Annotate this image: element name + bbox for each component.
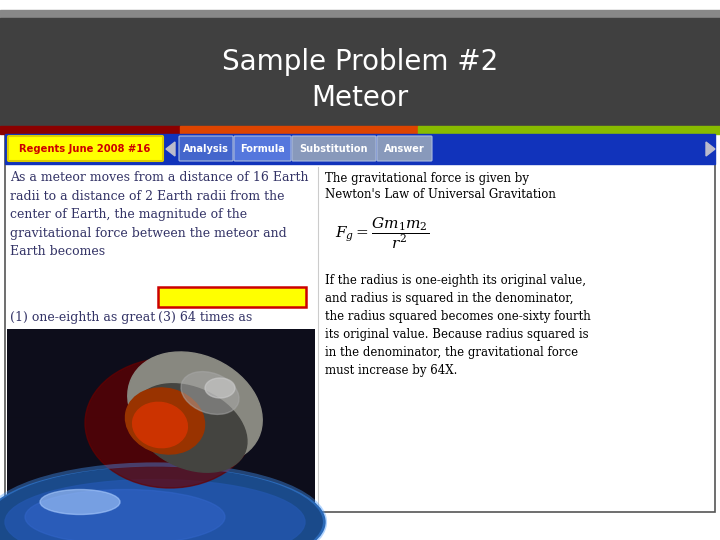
Text: Answer: Answer	[384, 144, 425, 154]
Bar	[7, 462, 315, 484]
Ellipse shape	[127, 352, 262, 464]
Text: Sample Problem #2: Sample Problem #2	[222, 48, 498, 76]
Bar	[7, 395, 315, 417]
Text: As a meteor moves from a distance of 16 Earth
radii to a distance of 2 Earth rad: As a meteor moves from a distance of 16 …	[10, 171, 308, 258]
Text: (1) one-eighth as great: (1) one-eighth as great	[10, 311, 156, 324]
Bar	[0, 18, 720, 126]
FancyBboxPatch shape	[8, 136, 163, 161]
Text: (3) 64 times as: (3) 64 times as	[158, 311, 252, 324]
FancyBboxPatch shape	[234, 136, 291, 161]
Ellipse shape	[205, 378, 235, 398]
Ellipse shape	[40, 489, 120, 515]
Bar	[180, 126, 418, 134]
FancyBboxPatch shape	[377, 136, 432, 161]
Text: The gravitational force is given by: The gravitational force is given by	[325, 172, 529, 185]
Ellipse shape	[133, 384, 247, 472]
Bar	[5, 134, 715, 512]
Ellipse shape	[132, 402, 187, 448]
Ellipse shape	[25, 489, 225, 540]
FancyBboxPatch shape	[292, 136, 376, 161]
Bar	[7, 484, 315, 506]
Bar	[7, 329, 315, 351]
Bar	[7, 440, 315, 462]
Text: $F_g = \dfrac{Gm_1m_2}{r^2}$: $F_g = \dfrac{Gm_1m_2}{r^2}$	[335, 216, 429, 252]
Ellipse shape	[5, 480, 305, 540]
Bar	[7, 418, 315, 440]
Bar	[0, 10, 720, 18]
Ellipse shape	[85, 358, 255, 488]
Bar	[0, 126, 180, 134]
Bar	[7, 329, 315, 507]
Bar	[7, 373, 315, 395]
Ellipse shape	[125, 388, 204, 454]
Polygon shape	[166, 142, 175, 156]
Text: Meteor: Meteor	[311, 84, 409, 112]
Text: Formula: Formula	[240, 144, 285, 154]
Text: Unit #5 UCM & Gravity: Unit #5 UCM & Gravity	[8, 528, 120, 538]
Bar	[418, 126, 720, 134]
Text: Analysis: Analysis	[183, 144, 229, 154]
Bar	[5, 134, 715, 164]
FancyBboxPatch shape	[179, 136, 233, 161]
Ellipse shape	[0, 467, 325, 540]
Text: Regents June 2008 #16: Regents June 2008 #16	[19, 144, 150, 154]
Text: If the radius is one-eighth its original value,
and radius is squared in the den: If the radius is one-eighth its original…	[325, 274, 590, 377]
Bar	[7, 351, 315, 373]
Bar	[158, 287, 306, 307]
Ellipse shape	[181, 372, 239, 414]
Text: Substitution: Substitution	[300, 144, 368, 154]
Text: Newton's Law of Universal Gravitation: Newton's Law of Universal Gravitation	[325, 188, 556, 201]
Polygon shape	[706, 142, 715, 156]
